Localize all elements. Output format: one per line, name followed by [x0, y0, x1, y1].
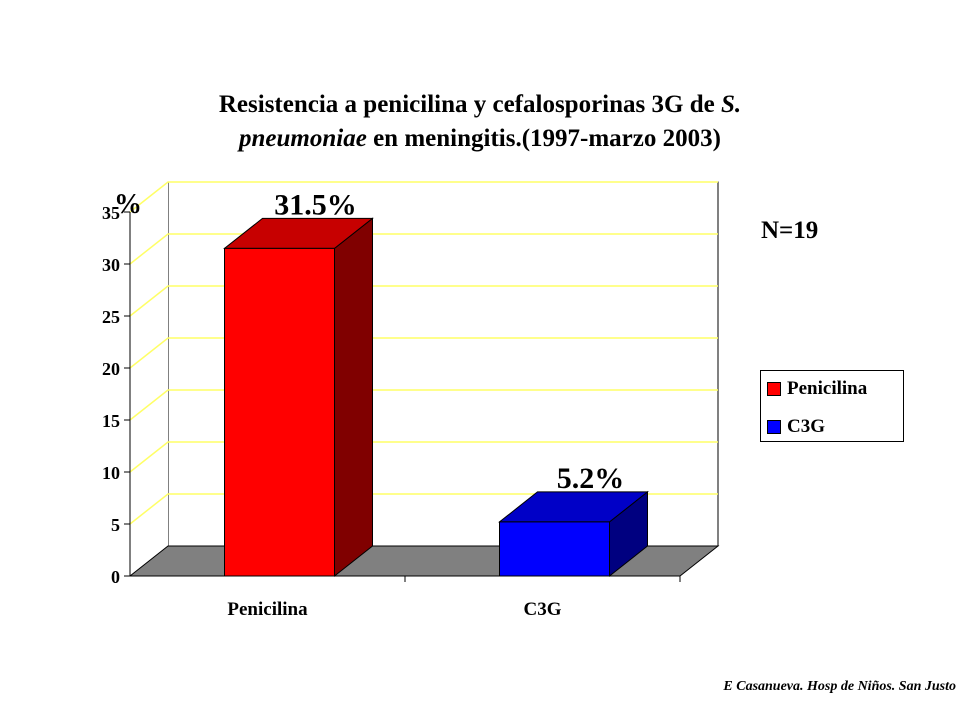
legend-item-penicilina: Penicilina — [767, 378, 868, 399]
y-tick-label: 35 — [102, 203, 120, 223]
title-italic-genus: S. — [720, 91, 742, 118]
gridline-20 — [129, 337, 718, 369]
legend-label-c3g: C3G — [787, 416, 825, 437]
y-tick-label: 15 — [102, 411, 120, 431]
gridline-30 — [129, 233, 718, 265]
y-tick-label: 30 — [102, 255, 120, 275]
gridline-10 — [129, 441, 718, 473]
legend-item-c3g: C3G — [767, 416, 825, 437]
chart-title-line-1: Resistencia a penicilina y cefalosporina… — [218, 91, 742, 118]
sample-size-note: N=19 — [761, 217, 819, 244]
gridline-15 — [129, 389, 718, 421]
chart-side-wall — [130, 182, 168, 576]
data-label-penicilina: 31.5% — [274, 188, 357, 221]
gridline-25 — [129, 285, 718, 317]
data-label-c3g: 5.2% — [557, 462, 625, 495]
y-tick-label: 5 — [111, 515, 120, 535]
chart-title: Resistencia a penicilina y cefalosporina… — [100, 88, 860, 156]
legend: Penicilina C3G — [760, 370, 904, 442]
title-italic-species: pneumoniae — [239, 125, 367, 152]
y-tick-label: 25 — [102, 307, 120, 327]
bar-c3g — [499, 521, 610, 577]
bar-side-penicilina — [334, 217, 373, 578]
legend-swatch-penicilina — [767, 382, 781, 396]
gridline-35 — [129, 181, 718, 213]
y-tick-label: 10 — [102, 463, 120, 483]
bar-penicilina — [224, 247, 335, 577]
legend-label-penicilina: Penicilina — [787, 378, 868, 399]
y-axis-label: % — [114, 189, 142, 220]
x-tick-label-c3g: C3G — [524, 599, 562, 620]
legend-swatch-c3g — [767, 420, 781, 434]
y-tick-label: 20 — [102, 359, 120, 379]
y-tick-label: 0 — [111, 567, 120, 587]
source-credit: E Casanueva. Hosp de Niños. San Justo — [723, 679, 956, 694]
x-tick-label-penicilina: Penicilina — [227, 599, 308, 620]
chart-title-line-2: pneumoniae en meningitis.(1997-marzo 200… — [239, 125, 721, 152]
